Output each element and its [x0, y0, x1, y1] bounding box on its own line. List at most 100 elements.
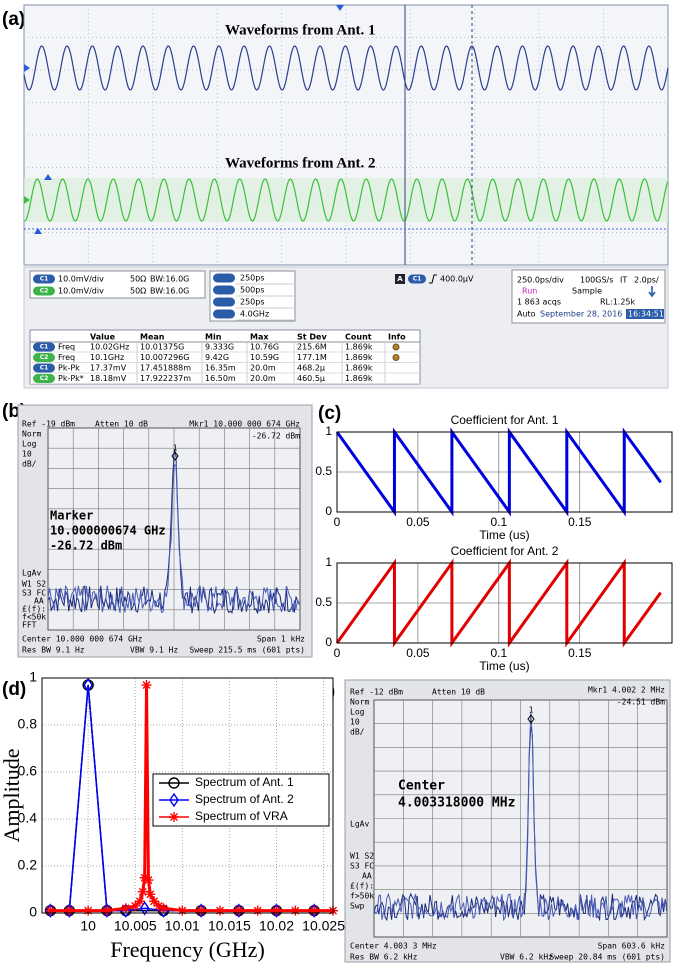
table-row-name: Pk-Pk	[58, 364, 80, 373]
table-badge-text: C1	[40, 365, 49, 372]
series-line	[335, 558, 662, 648]
channel-badge-text: C2	[40, 288, 49, 295]
table-cell: 9.333G	[205, 343, 234, 352]
marker	[196, 905, 207, 916]
table-cell: 10.02GHz	[90, 343, 129, 352]
table-header: St Dev	[297, 333, 327, 342]
marker	[214, 905, 225, 916]
analyzer-label: LgAv	[22, 569, 41, 578]
analyzer-label: Span 1 kHz	[257, 635, 305, 644]
measurement-table	[29, 329, 421, 385]
channel-bandwidth: BW:16.0G	[150, 287, 189, 296]
y-tick-label: 1	[29, 669, 37, 685]
analyzer-label: Norm	[350, 698, 369, 707]
info-icon	[392, 354, 400, 361]
plot-frame	[336, 562, 673, 644]
analyzer-label: VBW 6.2 kHz	[500, 953, 553, 962]
analyzer-label: Ref -12 dBm	[350, 688, 403, 697]
analyzer-label: f<50k	[22, 613, 46, 622]
x-axis-label: Frequency (GHz)	[110, 937, 265, 962]
x-tick-label: 0.15	[568, 515, 592, 529]
table-row-name: Pk-Pk*	[58, 374, 84, 383]
acquisition-text: Run	[522, 287, 537, 296]
channel-impedance: 50Ω	[130, 275, 146, 284]
analyzer-label: 1	[173, 444, 178, 453]
marker	[177, 905, 188, 916]
marker-arrow	[34, 228, 42, 234]
acquisition-text: IT	[620, 276, 627, 285]
channel-box	[29, 270, 206, 299]
table-header: Count	[345, 333, 372, 342]
x-tick-label: 0.1	[490, 515, 507, 529]
y-tick-label: 0.8	[18, 716, 38, 732]
x-axis-label: Time (us)	[479, 659, 529, 673]
marker	[120, 903, 131, 914]
x-tick-label: 0	[334, 646, 341, 660]
marker-arrow	[44, 174, 52, 180]
legend-label: Spectrum of Ant. 1	[195, 775, 294, 789]
analyzer-label: Mkr1 4.002 2 MHz	[588, 686, 665, 695]
analyzer-label: Center 10.000 000 674 GHz	[22, 635, 143, 644]
analyzer-label: AA	[362, 872, 372, 881]
trigger-level: 400.0μV	[440, 275, 474, 284]
analyzer-label: Atten 10 dB	[432, 688, 485, 697]
analyzer-label: Center	[398, 779, 445, 794]
x-tick-label: 0.05	[406, 515, 430, 529]
legend-label: Spectrum of Ant. 2	[195, 792, 294, 806]
marker	[139, 872, 150, 883]
legend-label: Spectrum of VRA	[195, 809, 288, 823]
x-tick-label: 0.1	[490, 646, 507, 660]
analyzer-label: VBW 9.1 Hz	[130, 646, 178, 655]
table-cell: 10.59G	[250, 353, 279, 362]
table-cell: 460.5μ	[297, 374, 325, 383]
table-cell: 16.35m	[205, 364, 236, 373]
channel-badge	[33, 342, 55, 352]
marker-arrow	[24, 64, 30, 72]
analyzer-label: S3 FC	[22, 589, 46, 598]
marker-arrow	[336, 5, 344, 11]
channel-badge	[33, 353, 55, 362]
table-cell: 1.869k	[345, 374, 373, 383]
table-cell: 20.0m	[250, 374, 276, 383]
table-cell: 1.869k	[345, 364, 373, 373]
info-icon	[392, 343, 400, 351]
envelope-band	[24, 178, 668, 222]
analyzer-label: -26.72 dBm	[252, 432, 300, 441]
marker	[45, 905, 56, 916]
x-tick-label: 10	[80, 918, 96, 934]
table-cell: 18.18mV	[90, 374, 127, 383]
marker	[233, 905, 244, 916]
marker	[309, 905, 320, 916]
acquisition-text: 250.0ps/div	[517, 276, 564, 285]
marker	[130, 900, 141, 911]
marker-diamond	[527, 714, 535, 724]
panel-label: (d)	[2, 679, 26, 700]
table-header: Max	[250, 333, 269, 342]
analyzer-label: £(f):	[22, 605, 46, 614]
analyzer-label: S3 FC	[350, 862, 374, 871]
table-row-name: Freq	[58, 353, 75, 362]
analyzer-label: £(f):	[350, 882, 374, 891]
analyzer-label: FFT	[22, 621, 37, 630]
y-tick-label: 1	[325, 555, 332, 569]
marker-diamond	[171, 451, 179, 461]
table-header: Min	[205, 333, 222, 342]
marker	[134, 896, 145, 907]
marker	[149, 896, 160, 907]
y-tick-label: 0.5	[315, 595, 332, 609]
acquisition-text: September 28, 2016	[540, 310, 622, 319]
table-cell: 10.01375G	[140, 343, 184, 352]
table-cell: 1.869k	[345, 343, 373, 352]
chart-title: Coefficient for Ant. 1	[451, 413, 559, 427]
analyzer-label: Norm	[22, 430, 41, 439]
scope-title: Waveforms from Ant. 1	[225, 22, 376, 38]
y-axis-label: Amplitude	[0, 748, 24, 842]
table-cell: 10.1GHz	[90, 353, 124, 362]
trigger-channel: C1	[413, 276, 422, 283]
marker	[153, 900, 164, 911]
y-tick-label: 0	[29, 904, 37, 920]
y-tick-label: 0.2	[18, 857, 38, 873]
table-cell: 17.451888m	[140, 364, 191, 373]
